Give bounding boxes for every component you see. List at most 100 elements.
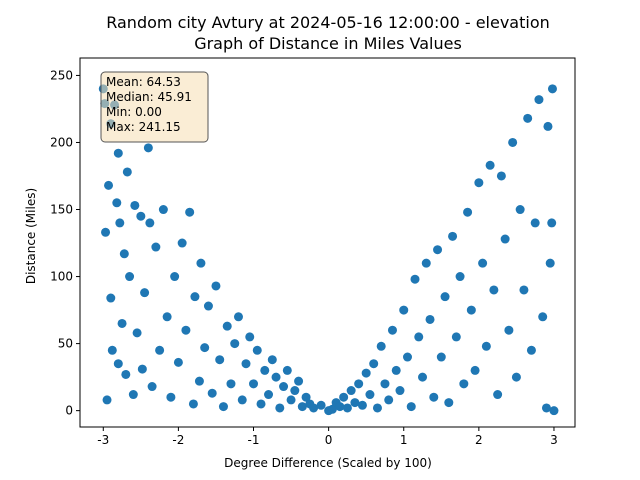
point: [297, 402, 307, 412]
point: [294, 376, 304, 386]
stats-text: Min: 0.00: [106, 105, 162, 119]
y-axis-label: Distance (Miles): [24, 188, 38, 284]
x-axis-label: Degree Difference (Scaled by 100): [224, 456, 432, 470]
point: [190, 292, 200, 302]
point: [459, 379, 469, 389]
axes-frame: [79, 57, 576, 428]
point: [543, 121, 553, 131]
y-tick-label: 150: [50, 203, 73, 217]
point: [104, 180, 114, 190]
x-tick-label: -1: [248, 433, 260, 447]
point: [429, 392, 439, 402]
x-tick-label: 2: [475, 433, 483, 447]
point: [211, 281, 221, 291]
point: [264, 390, 274, 400]
point: [113, 359, 123, 369]
point: [504, 325, 514, 335]
point: [101, 227, 111, 237]
point: [406, 402, 416, 412]
point: [279, 382, 289, 392]
point: [545, 258, 555, 268]
point: [267, 355, 277, 365]
point: [226, 379, 236, 389]
point: [369, 359, 379, 369]
point: [425, 314, 435, 324]
point: [463, 207, 473, 217]
point: [346, 386, 356, 396]
point: [170, 272, 180, 282]
point: [140, 288, 150, 298]
point: [380, 379, 390, 389]
stats-text: Median: 45.91: [106, 90, 192, 104]
point: [121, 369, 131, 379]
point: [260, 365, 270, 375]
x-tick-label: -3: [97, 433, 109, 447]
point: [455, 272, 465, 282]
point: [166, 392, 176, 402]
point: [113, 148, 123, 158]
point: [376, 341, 386, 351]
point: [194, 376, 204, 386]
point: [252, 345, 262, 355]
y-tick-label: 250: [50, 68, 73, 82]
y-tick-label: 0: [65, 404, 73, 418]
point: [515, 205, 525, 215]
x-tick-label: 1: [400, 433, 408, 447]
point: [402, 352, 412, 362]
stats-box: [100, 71, 209, 143]
point: [500, 234, 510, 244]
point: [440, 292, 450, 302]
point: [188, 399, 198, 409]
point: [489, 285, 499, 295]
point: [102, 395, 112, 405]
point: [496, 171, 506, 181]
stats-text: Mean: 64.53: [106, 75, 181, 89]
point: [433, 245, 443, 255]
point: [519, 285, 529, 295]
point: [391, 365, 401, 375]
point: [414, 332, 424, 342]
point: [481, 341, 491, 351]
point: [122, 167, 132, 177]
point: [372, 403, 382, 413]
point: [117, 318, 127, 328]
point: [218, 402, 228, 412]
point: [119, 249, 129, 259]
chart-subtitle: Graph of Distance in Miles Values: [194, 34, 462, 53]
point: [151, 242, 161, 252]
point: [196, 258, 206, 268]
point: [301, 392, 311, 402]
point: [361, 368, 371, 378]
point: [309, 403, 319, 413]
point: [249, 379, 259, 389]
point: [538, 312, 548, 322]
x-tick-label: -2: [172, 433, 184, 447]
point: [107, 345, 117, 355]
point: [237, 395, 247, 405]
point: [147, 382, 157, 392]
point: [335, 402, 345, 412]
chart-title: Random city Avtury at 2024-05-16 12:00:0…: [106, 13, 550, 32]
point: [241, 359, 251, 369]
point: [395, 386, 405, 396]
point: [451, 332, 461, 342]
point: [316, 400, 326, 410]
point: [128, 390, 138, 400]
point: [384, 395, 394, 405]
x-tick-label: 0: [325, 433, 333, 447]
point: [511, 372, 521, 382]
point: [549, 406, 559, 416]
point: [282, 365, 292, 375]
point: [136, 211, 146, 221]
point: [130, 200, 140, 210]
point: [339, 392, 349, 402]
point: [530, 218, 540, 228]
point: [112, 198, 122, 208]
point: [115, 218, 125, 228]
point: [158, 205, 168, 215]
point: [547, 84, 557, 94]
point: [290, 386, 300, 396]
point: [137, 364, 147, 374]
y-tick-label: 100: [50, 270, 73, 284]
